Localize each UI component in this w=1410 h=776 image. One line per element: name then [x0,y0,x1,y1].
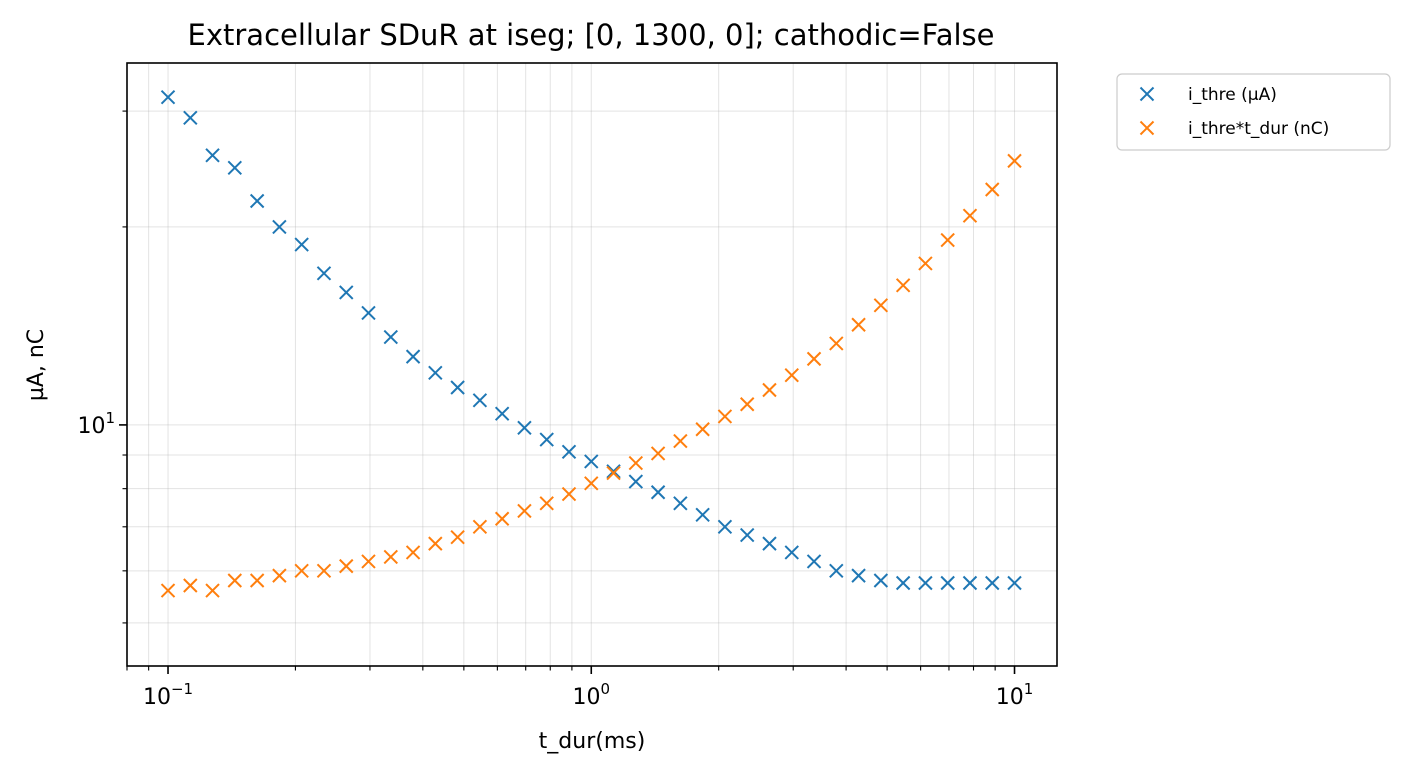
chart-title: Extracellular SDuR at iseg; [0, 1300, 0]… [188,18,995,52]
data-point-series-0 [383,329,398,345]
data-point-series-0 [895,575,911,591]
data-point-series-0 [472,393,488,408]
gridlines [126,63,1057,666]
data-point-series-0 [294,237,309,252]
plot-frame [126,62,1058,667]
data-point-series-1 [650,446,666,461]
data-point-series-0 [227,160,242,175]
legend-marker [1139,86,1155,102]
data-point-series-0 [1007,575,1022,591]
data-point-series-1 [160,583,176,598]
data-point-series-0 [962,575,978,591]
data-point-series-0 [361,305,376,321]
data-point-series-1 [628,455,644,471]
data-point-series-0 [806,554,822,569]
data-point-series-1 [339,558,354,574]
y-axis-label: µA, nC [24,329,49,401]
data-point-series-0 [450,380,465,395]
data-point-series-1 [584,476,599,491]
data-point-series-1 [294,563,309,579]
data-point-series-0 [339,285,354,300]
data-point-series-0 [517,420,532,435]
data-point-series-1 [962,208,978,223]
legend-marker-i-thre-t-dur [1139,120,1155,136]
data-point-series-0 [717,519,733,535]
data-point-series-1 [762,382,777,398]
data-point-series-0 [784,545,799,560]
data-point-series-0 [739,527,755,543]
data-point-series-1 [383,549,398,565]
data-point-series-1 [829,336,844,351]
legend-marker-i-thre [1139,86,1155,102]
data-point-series-0 [628,474,644,489]
data-point-series-1 [361,554,376,569]
data-point-series-0 [494,406,510,421]
data-point-series-0 [405,349,421,364]
y-tick-label: 101 [77,409,115,439]
x-tick-label: 101 [996,680,1034,710]
data-point-series-0 [183,110,198,126]
data-point-series-0 [249,193,265,209]
data-point-series-1 [739,397,755,412]
data-point-series-1 [494,511,510,526]
data-point-series-0 [985,575,1000,591]
data-point-series-0 [584,454,599,469]
data-point-series-1 [316,563,332,579]
data-point-series-1 [918,256,933,271]
data-point-series-1 [205,583,220,598]
data-point-series-1 [606,465,621,481]
data-markers [160,89,1022,598]
data-point-series-1 [851,317,866,332]
data-point-series-0 [673,496,688,511]
data-point-series-1 [539,496,554,511]
data-point-series-0 [940,575,955,591]
data-point-series-0 [205,148,220,163]
data-point-series-1 [472,519,488,535]
data-point-series-1 [940,232,955,248]
data-point-series-0 [762,536,777,551]
data-point-series-0 [606,464,621,479]
data-point-series-1 [673,433,688,449]
data-point-series-1 [561,486,577,502]
data-point-series-0 [918,575,933,591]
data-point-series-1 [227,573,242,588]
data-point-series-1 [249,573,265,588]
axis-ticks: 10−1 100 101 101 [77,110,1034,710]
data-point-series-0 [272,219,287,235]
data-point-series-0 [561,444,577,460]
data-point-series-1 [806,351,822,367]
data-point-series-0 [873,573,889,588]
data-point-series-0 [539,432,554,447]
x-tick-label: 100 [572,680,610,710]
legend-entry-i-thre: i_thre (µA) [1188,85,1277,105]
legend-marker [1139,120,1155,136]
legend: i_thre (µA) i_thre*t_dur (nC) [1116,73,1391,151]
x-axis-label: t_dur(ms) [539,729,646,754]
legend-frame [1116,73,1391,151]
data-point-series-1 [1007,153,1022,169]
data-point-series-1 [695,422,710,437]
data-point-series-1 [717,409,733,424]
data-point-series-1 [985,182,1000,197]
data-point-series-0 [650,485,666,500]
legend-entry-i-thre-t-dur: i_thre*t_dur (nC) [1188,119,1329,139]
data-point-series-0 [829,563,844,579]
data-point-series-1 [183,578,198,593]
data-point-series-1 [428,536,443,551]
data-point-series-0 [428,365,443,381]
x-tick-label: 10−1 [143,680,193,710]
data-point-series-1 [517,503,532,519]
data-point-series-0 [695,507,710,523]
data-point-series-1 [784,368,799,383]
data-point-series-0 [851,568,866,583]
data-point-series-1 [272,568,287,583]
data-point-series-1 [895,278,911,293]
data-point-series-0 [316,266,332,281]
data-point-series-0 [160,89,176,105]
data-point-series-1 [873,298,889,313]
data-point-series-1 [405,545,421,560]
data-point-series-1 [450,529,465,545]
